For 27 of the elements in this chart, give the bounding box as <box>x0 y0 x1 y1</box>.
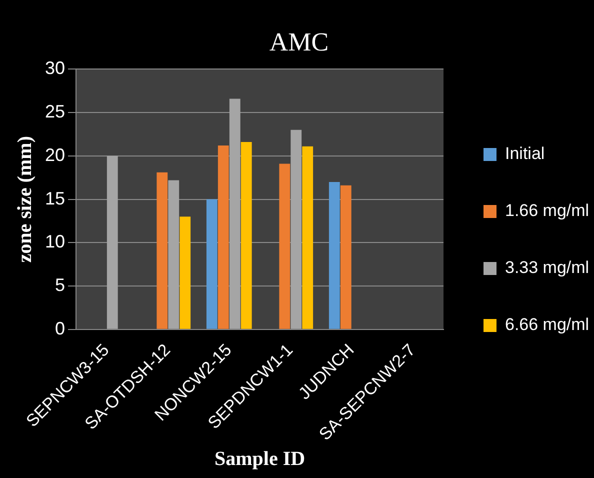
bar <box>229 98 240 329</box>
y-tick-label: 25 <box>44 102 66 122</box>
legend-label: 3.33 mg/ml <box>505 258 590 278</box>
legend-label: Initial <box>505 144 545 164</box>
bar <box>180 216 191 329</box>
y-tick-label: 5 <box>55 275 66 296</box>
bar <box>106 156 118 329</box>
chart-title: AMC <box>269 27 329 56</box>
bar <box>279 164 290 329</box>
bar <box>328 182 340 329</box>
bar <box>340 185 352 329</box>
bar <box>240 142 252 329</box>
bar <box>290 130 302 329</box>
bar <box>168 180 180 329</box>
y-axis-title: zone size (mm) <box>14 136 36 263</box>
bar <box>218 146 229 329</box>
y-tick-label: 20 <box>44 144 66 165</box>
y-tick-label: 15 <box>44 188 66 208</box>
bar <box>206 199 218 329</box>
legend-label: 1.66 mg/ml <box>505 201 590 220</box>
bar <box>156 172 168 329</box>
y-tick-label: 30 <box>44 58 66 78</box>
x-axis-title: Sample ID <box>214 448 306 470</box>
legend-label: 6.66 mg/ml <box>505 315 590 334</box>
bar <box>302 146 314 329</box>
y-tick-label: 0 <box>55 318 66 338</box>
y-tick-label: 10 <box>44 232 66 252</box>
